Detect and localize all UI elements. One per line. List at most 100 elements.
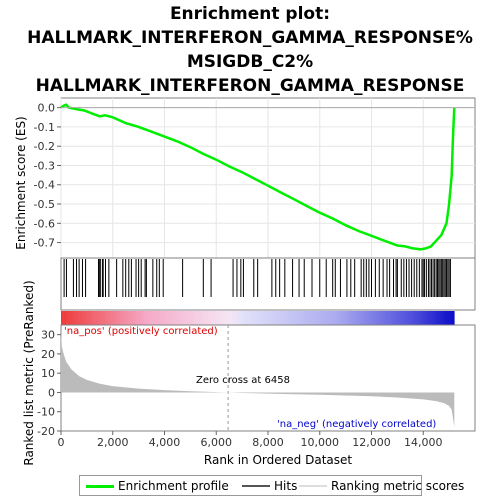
rank-bar-segment	[340, 311, 344, 325]
rank-bar-segment	[283, 311, 287, 325]
rank-bar-segment	[304, 311, 308, 325]
rank-bar-segment	[86, 311, 90, 325]
rank-bar-segment	[211, 311, 214, 325]
rank-bar-segment	[167, 311, 170, 325]
rank-bar-segment	[293, 311, 297, 325]
rank-bar-segment	[117, 311, 121, 325]
rank-bar-segment	[392, 311, 396, 325]
rank-bar-segment	[63, 311, 67, 325]
rank-bar-segment	[208, 311, 212, 325]
rank-bar-segment	[236, 311, 240, 325]
rank-bar-segment	[314, 311, 318, 325]
rank-bar-segment	[280, 311, 284, 325]
rank-bar-segment	[205, 311, 209, 325]
rank-bar-segment	[257, 311, 261, 325]
rank-bar-segment	[402, 311, 406, 325]
x-tick-label: 8,000	[252, 436, 284, 449]
rank-bar-segment	[376, 311, 380, 325]
rank-bar-segment	[213, 311, 217, 325]
rank-bar-segment	[231, 311, 235, 325]
rank-bar-segment	[379, 311, 383, 325]
rank-bar-segment	[387, 311, 390, 325]
rank-bar-segment	[358, 311, 362, 325]
rank-bar-segment	[265, 311, 269, 325]
metric-panel-frame	[60, 324, 476, 432]
rank-bar-segment	[159, 311, 163, 325]
legend-swatch-hits	[242, 485, 270, 487]
rank-bar-segment	[138, 311, 142, 325]
rank-bar-segment	[428, 311, 432, 325]
rank-bar-segment	[332, 311, 336, 325]
rank-bar-segment	[161, 311, 165, 325]
rank-bar-segment	[319, 311, 323, 325]
rank-bar-segment	[278, 311, 282, 325]
neg-correlated-label: 'na_neg' (negatively correlated)	[277, 419, 436, 430]
legend-swatch-metric	[299, 485, 327, 487]
x-axis-label: Rank in Ordered Dataset	[204, 453, 352, 467]
es-y-tick-label: 0.0	[38, 102, 56, 115]
es-y-axis-label: Enrichment score (ES)	[14, 116, 28, 249]
rank-bar-segment	[368, 311, 372, 325]
es-y-ticks: 0.0 -0.1 -0.2 -0.3 -0.4 -0.5 -0.6 -0.7	[34, 102, 61, 250]
rank-bar-segment	[68, 311, 72, 325]
rank-bar-segment	[136, 311, 139, 325]
title-line-1: Enrichment plot:	[169, 4, 331, 24]
rank-bar-segment	[449, 311, 453, 325]
rank-bar-segment	[174, 311, 178, 325]
metric-y-tick-label: 30	[41, 329, 55, 342]
rank-bar-segment	[306, 311, 310, 325]
es-y-tick-label: -0.3	[34, 159, 55, 172]
rank-bar-segment	[301, 311, 305, 325]
rank-bar-segment	[239, 311, 243, 325]
rank-bar-segment	[133, 311, 137, 325]
rank-bar-segment	[94, 311, 98, 325]
rank-bar-segment	[291, 311, 295, 325]
rank-bar-segment	[366, 311, 370, 325]
rank-bar-segment	[311, 311, 315, 325]
rank-bar-segment	[226, 311, 230, 325]
x-tick-label: 12,000	[352, 436, 391, 449]
rank-bar-segment	[296, 311, 300, 325]
rank-bar-segment	[192, 311, 196, 325]
rank-bar-segment	[195, 311, 199, 325]
rank-bar-segment	[102, 311, 106, 325]
rank-bar-segment	[270, 311, 274, 325]
rank-bar-segment	[130, 311, 134, 325]
rank-bar-segment	[420, 311, 424, 325]
rank-bar-segment	[156, 311, 160, 325]
rank-bar-segment	[433, 311, 437, 325]
rank-bar-segment	[286, 311, 289, 325]
rank-bar-segment	[389, 311, 393, 325]
x-tick-label: 4,000	[149, 436, 181, 449]
metric-y-tick-label: -10	[37, 406, 55, 419]
rank-bar-segment	[216, 311, 220, 325]
rank-bar-segment	[112, 311, 116, 325]
rank-bar-segment	[327, 311, 331, 325]
rank-bar-segment	[224, 311, 227, 325]
rank-bar-segment	[218, 311, 222, 325]
rank-bar-segment	[148, 311, 152, 325]
rank-bar-segment	[451, 311, 455, 325]
rank-bar-segment	[288, 311, 292, 325]
es-y-tick-label: -0.1	[34, 121, 55, 134]
rank-bar-segment	[107, 311, 111, 325]
rank-bar-segment	[252, 311, 256, 325]
rank-bar-segment	[244, 311, 248, 325]
rank-bar-segment	[322, 311, 326, 325]
rank-bar-segment	[361, 311, 365, 325]
legend-label-hits: Hits	[274, 479, 298, 493]
legend-label-enrichment: Enrichment profile	[118, 479, 229, 493]
legend-swatch-enrichment	[86, 484, 114, 488]
rank-bar-segment	[255, 311, 258, 325]
title-line-4: HALLMARK_INTERFERON_GAMMA_RESPONSE	[35, 76, 465, 96]
rank-bar-segment	[371, 311, 375, 325]
es-y-tick-label: -0.5	[34, 198, 55, 211]
title-line-2: HALLMARK_INTERFERON_GAMMA_RESPONSE%	[27, 28, 473, 48]
rank-bar-segment	[431, 311, 434, 325]
rank-bar-segment	[198, 311, 202, 325]
es-y-tick-label: -0.7	[34, 237, 55, 250]
x-tick-label: 0	[58, 436, 65, 449]
es-series-line	[60, 103, 456, 251]
rank-bar-segment	[73, 311, 77, 325]
